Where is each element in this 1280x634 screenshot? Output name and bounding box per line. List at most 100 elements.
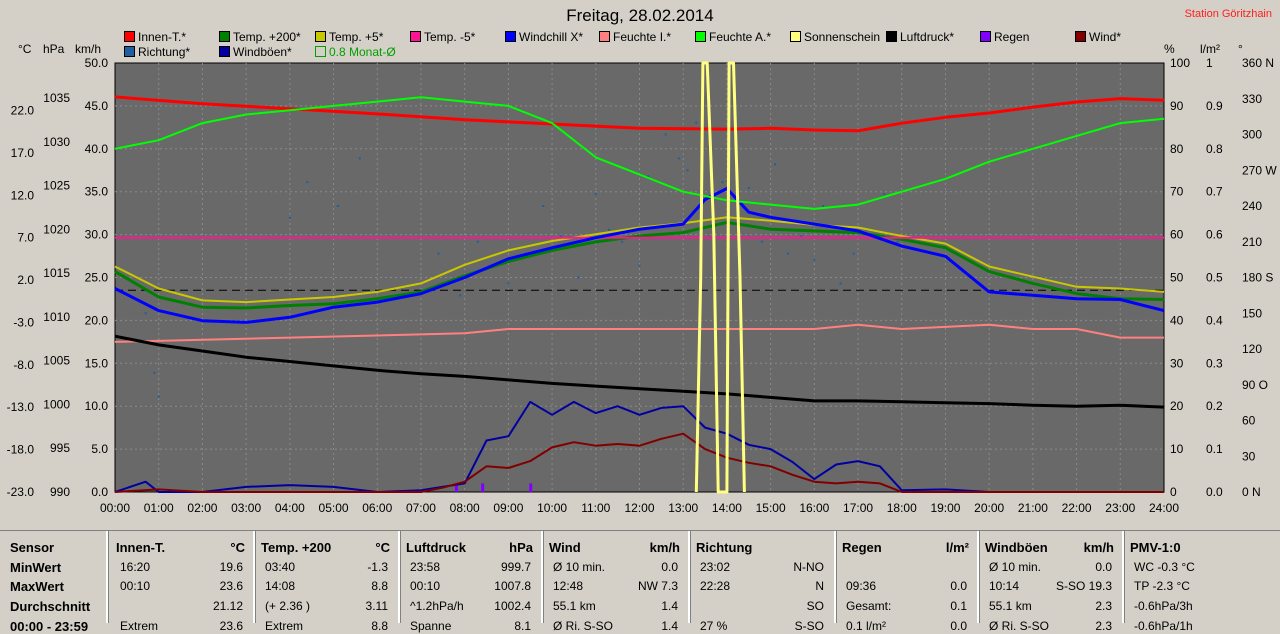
table-cell-label: TP -2.3 °C (1134, 579, 1190, 593)
humidity-tick-label: 10 (1170, 442, 1184, 456)
table-cell-value: 21.12 (212, 599, 243, 613)
rain-tick-label: 0.4 (1206, 313, 1223, 327)
table-cell-value: 1.4 (661, 619, 678, 633)
humidity-tick-label: 50 (1170, 271, 1184, 285)
legend-item: Temp. -5* (410, 30, 475, 44)
statistics-table: Sensor MinWert MaxWert Durchschnitt 00:0… (0, 530, 1280, 634)
column-title: Innen-T. (116, 540, 166, 555)
temp_c-tick-label: 12.0 (11, 188, 35, 202)
table-cell-label: 14:08 (265, 579, 296, 593)
table-cell-label: 27 % (700, 619, 728, 633)
series-line (114, 216, 1165, 304)
row-label-avg: Durchschnitt (10, 599, 91, 614)
table-cell-value: S-SO (794, 619, 824, 633)
direction-tick-label: 180 S (1242, 271, 1273, 285)
humidity-tick-label: 80 (1170, 142, 1184, 156)
direction-point (476, 240, 479, 243)
x-tick-label: 04:00 (275, 501, 305, 515)
legend-label: Temp. +200* (233, 30, 301, 44)
column-unit: km/h (649, 540, 680, 555)
direction-point (577, 276, 580, 279)
table-cell-value: 19.6 (219, 560, 243, 574)
pressure_hpa-tick-label: 1015 (43, 266, 70, 280)
table-cell-value: 2.3 (1095, 619, 1112, 633)
direction-point (773, 163, 776, 166)
table-cell-label: 00:10 (120, 579, 151, 593)
legend-label: Regen (994, 30, 1030, 44)
legend-swatch (505, 31, 516, 42)
table-cell-value: 8.8 (371, 579, 388, 593)
direction-point (437, 252, 440, 255)
table-cell-value: S-SO 19.3 (1055, 579, 1112, 593)
table-column: Innen-T. °C 16:20 19.6 00:10 23.6 21.12 Extrem 2… (108, 531, 255, 633)
legend-item: Sonnenschein (790, 30, 880, 44)
column-unit: °C (230, 540, 245, 555)
table-cell-value: 0.1 (950, 599, 967, 613)
rain-tick-label: 0.0 (1206, 485, 1223, 499)
table-cell-label: Ø 10 min. (553, 560, 606, 574)
legend-item: Feuchte I.* (599, 30, 671, 44)
legend-swatch (124, 46, 135, 57)
legend-swatch (315, 46, 326, 57)
pressure_hpa-tick-label: 1020 (43, 222, 70, 236)
rain-tick-label: 0.2 (1206, 399, 1223, 413)
direction-point (647, 175, 650, 178)
table-column: Regen l/m² 09:36 0.0 Gesamt: 0.1 0.1 l/m² 0.0 (834, 531, 979, 633)
series-line (694, 61, 746, 494)
row-labels-column: Sensor MinWert MaxWert Durchschnitt 00:0… (0, 531, 108, 634)
legend-label: Sonnenschein (804, 30, 881, 44)
direction-point (288, 216, 291, 219)
x-tick-label: 10:00 (537, 501, 567, 515)
x-tick-label: 09:00 (493, 501, 523, 515)
legend-swatch (599, 31, 610, 42)
direction-point (306, 181, 309, 184)
unit-celsius: °C (18, 42, 32, 56)
legend-swatch (886, 31, 897, 42)
row-label-min: MinWert (10, 560, 62, 575)
rain-tick-label: 1 (1206, 56, 1213, 70)
table-cell-label: 12:48 (553, 579, 584, 593)
direction-point (559, 234, 562, 237)
legend-label: Temp. +5* (329, 30, 384, 44)
table-cell-label: 22:28 (700, 579, 731, 593)
wind_kmh-tick-label: 25.0 (85, 271, 109, 285)
direction-point (747, 187, 750, 190)
direction-point (686, 169, 689, 172)
rain-bar (454, 483, 458, 492)
direction-tick-label: 240 (1242, 199, 1262, 213)
column-title: Richtung (696, 540, 753, 555)
temp_c-tick-label: -13.0 (7, 400, 35, 414)
table-cell-value: 3.11 (365, 599, 388, 613)
table-cell-value: N (815, 579, 824, 593)
column-title: Windböen (985, 540, 1048, 555)
direction-tick-label: 150 (1242, 306, 1262, 320)
legend-swatch (410, 31, 421, 42)
rain-tick-label: 0.6 (1206, 228, 1223, 242)
direction-point (664, 133, 667, 136)
wind_kmh-tick-label: 35.0 (85, 185, 109, 199)
direction-tick-label: 300 (1242, 128, 1262, 142)
legend-item: Temp. +200* (219, 30, 301, 44)
table-cell-label: -0.6hPa/3h (1134, 599, 1193, 613)
direction-tick-label: 30 (1242, 449, 1256, 463)
rain-tick-label: 0.8 (1206, 142, 1223, 156)
table-cell-label: 10:14 (989, 579, 1020, 593)
legend-label: Feuchte A.* (709, 30, 772, 44)
table-cell-value: 0.0 (1095, 560, 1112, 574)
x-tick-label: 17:00 (843, 501, 873, 515)
legend-label: Richtung* (138, 45, 191, 59)
wind_kmh-tick-label: 0.0 (91, 485, 108, 499)
legend-label: Wind* (1089, 30, 1122, 44)
table-cell-label: Extrem (120, 619, 159, 633)
unit-kmh: km/h (75, 42, 102, 56)
legend-item: 0.8 Monat-Ø (315, 45, 396, 59)
column-unit: km/h (1083, 540, 1114, 555)
column-title: Temp. +200 (261, 540, 332, 555)
legend-swatch (695, 31, 706, 42)
legend-item: Windböen* (219, 45, 292, 59)
column-title: Luftdruck (406, 540, 466, 555)
legend-label: 0.8 Monat-Ø (329, 45, 396, 59)
chart-title: Freitag, 28.02.2014 (566, 6, 714, 25)
unit-deg: ° (1238, 42, 1243, 56)
direction-point (695, 121, 698, 124)
